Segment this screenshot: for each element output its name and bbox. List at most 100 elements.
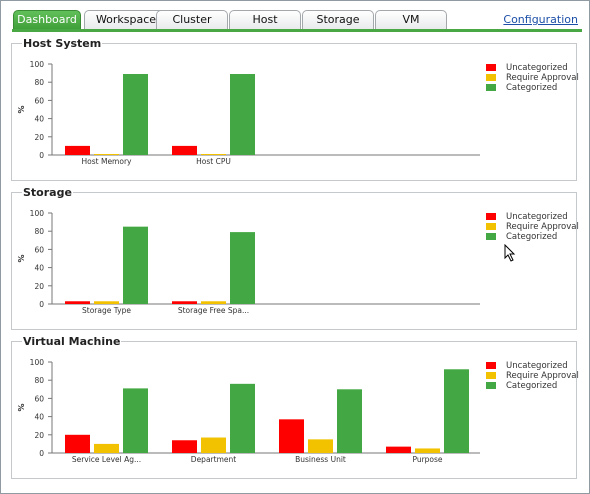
bar-uncategorized — [172, 301, 197, 304]
x-tick-label: Business Unit — [295, 455, 346, 464]
bar-categorized — [230, 383, 255, 453]
bar-require-approval — [415, 448, 440, 453]
y-tick-label: 0 — [39, 151, 44, 160]
bar-categorized — [230, 74, 255, 155]
bar-uncategorized — [172, 145, 197, 155]
legend-swatch-uncategorized — [486, 362, 496, 369]
x-tick-label: Department — [191, 455, 236, 464]
tab-cluster[interactable]: Cluster — [156, 10, 228, 29]
legend-item-categorized: Categorized — [486, 381, 576, 391]
mouse-cursor-icon — [504, 244, 516, 262]
configuration-link[interactable]: Configuration — [503, 13, 578, 26]
bar-categorized — [444, 369, 469, 453]
bar-uncategorized — [279, 419, 304, 453]
y-tick-label: 20 — [34, 133, 44, 142]
panel-title-virtual-machine: Virtual Machine — [22, 335, 122, 348]
y-tick-label: 100 — [30, 358, 45, 367]
legend: Uncategorized Require Approval Categoriz… — [486, 361, 579, 391]
y-tick-label: 40 — [34, 413, 44, 422]
bar-uncategorized — [65, 145, 90, 155]
y-tick-label: 20 — [34, 431, 44, 440]
y-tick-label: 80 — [34, 78, 44, 87]
legend-swatch-categorized — [486, 382, 496, 389]
legend-label: Require Approval — [506, 73, 579, 83]
bar-categorized — [123, 74, 148, 155]
bar-require-approval — [94, 154, 119, 155]
y-tick-label: 60 — [34, 245, 44, 254]
bar-categorized — [123, 388, 148, 453]
y-tick-label: 60 — [34, 96, 44, 105]
bar-categorized — [123, 226, 148, 304]
bar-require-approval — [94, 301, 119, 304]
tab-storage[interactable]: Storage — [302, 10, 374, 29]
bar-uncategorized — [386, 446, 411, 453]
bar-require-approval — [201, 437, 226, 453]
legend: Uncategorized Require Approval Categoriz… — [486, 212, 579, 242]
tab-underline — [12, 29, 582, 32]
bar-categorized — [337, 389, 362, 453]
legend-item-categorized: Categorized — [486, 83, 576, 93]
legend-swatch-categorized — [486, 84, 496, 91]
bar-require-approval — [201, 301, 226, 304]
legend-swatch-categorized — [486, 233, 496, 240]
y-tick-label: 0 — [39, 449, 44, 458]
y-tick-label: 60 — [34, 394, 44, 403]
legend-item-require-approval: Require Approval — [486, 371, 579, 381]
x-tick-label: Storage Type — [82, 306, 131, 315]
bar-categorized — [230, 232, 255, 304]
y-axis-label: % — [17, 105, 26, 113]
panel-title-host-system: Host System — [22, 37, 103, 50]
legend-item-uncategorized: Uncategorized — [486, 63, 576, 73]
legend-swatch-require-approval — [486, 223, 496, 230]
x-tick-label: Host CPU — [196, 157, 231, 166]
legend-label: Uncategorized — [506, 63, 568, 73]
bar-uncategorized — [172, 440, 197, 453]
bar-uncategorized — [65, 301, 90, 304]
tab-vm[interactable]: VM — [375, 10, 447, 29]
legend-item-categorized: Categorized — [486, 232, 576, 242]
storage-panel: Storage 0 20 40 60 80 100% Storage Type Storage… — [11, 187, 579, 330]
virtual-machine-panel: Virtual Machine 0 20 40 60 80 100% Service Lev… — [11, 336, 579, 479]
legend-label: Categorized — [506, 381, 558, 391]
y-tick-label: 40 — [34, 115, 44, 124]
legend-label: Uncategorized — [506, 361, 568, 371]
y-tick-label: 100 — [30, 60, 45, 69]
y-axis-label: % — [17, 254, 26, 262]
y-tick-label: 80 — [34, 227, 44, 236]
x-tick-label: Storage Free Spa... — [178, 306, 249, 315]
tab-workspace[interactable]: Workspace — [84, 10, 168, 29]
y-axis-label: % — [17, 403, 26, 411]
bar-require-approval — [94, 443, 119, 453]
legend-item-uncategorized: Uncategorized — [486, 212, 576, 222]
bar-uncategorized — [65, 434, 90, 453]
legend-label: Uncategorized — [506, 212, 568, 222]
tab-host[interactable]: Host — [229, 10, 301, 29]
legend-swatch-uncategorized — [486, 213, 496, 220]
tab-dashboard[interactable]: Dashboard — [13, 10, 81, 29]
legend-swatch-require-approval — [486, 74, 496, 81]
x-tick-label: Purpose — [412, 455, 442, 464]
legend-item-require-approval: Require Approval — [486, 73, 579, 83]
legend: Uncategorized Require Approval Categoriz… — [486, 63, 579, 93]
panel-title-storage: Storage — [22, 186, 73, 199]
legend-item-require-approval: Require Approval — [486, 222, 579, 232]
legend-swatch-uncategorized — [486, 64, 496, 71]
storage-chart: 0 20 40 60 80 100% Storage Type Storage Free Sp… — [17, 209, 480, 315]
legend-swatch-require-approval — [486, 372, 496, 379]
legend-label: Categorized — [506, 232, 558, 242]
legend-label: Require Approval — [506, 222, 579, 232]
legend-item-uncategorized: Uncategorized — [486, 361, 576, 371]
host-system-panel: Host System 0 20 40 60 80 100% Host Memory Host… — [11, 38, 579, 181]
legend-label: Require Approval — [506, 371, 579, 381]
y-tick-label: 20 — [34, 282, 44, 291]
legend-label: Categorized — [506, 83, 558, 93]
y-tick-label: 0 — [39, 300, 44, 309]
y-tick-label: 80 — [34, 376, 44, 385]
x-tick-label: Host Memory — [82, 157, 133, 166]
bar-require-approval — [308, 439, 333, 453]
x-tick-label: Service Level Ag... — [72, 455, 141, 464]
bar-require-approval — [201, 154, 226, 155]
y-tick-label: 40 — [34, 264, 44, 273]
y-tick-label: 100 — [30, 209, 45, 218]
